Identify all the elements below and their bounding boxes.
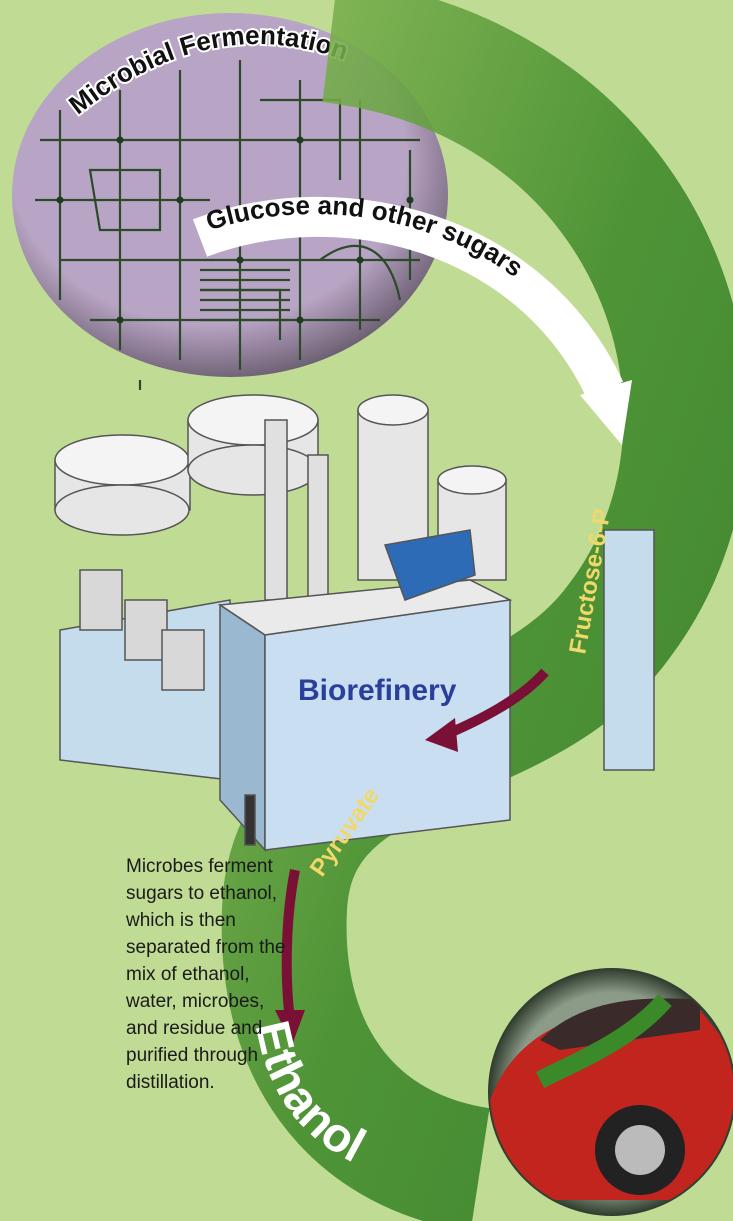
- description-line: separated from the: [126, 937, 285, 958]
- description-line: mix of ethanol,: [126, 964, 250, 985]
- diagram: Microbial Fermentation Glucose and other…: [0, 0, 733, 1221]
- description-line: which is then: [125, 910, 236, 931]
- description-line: and residue and: [126, 1018, 262, 1039]
- description-line: Microbes ferment: [126, 856, 273, 877]
- description-line: sugars to ethanol,: [126, 883, 277, 904]
- description-line: purified through: [126, 1045, 258, 1066]
- plant-label: Biorefinery: [298, 674, 457, 707]
- description-line: water, microbes,: [125, 991, 264, 1012]
- description-line: distillation.: [126, 1072, 215, 1093]
- page: {"header": {"title": "Microbial Fermenta…: [0, 0, 733, 1221]
